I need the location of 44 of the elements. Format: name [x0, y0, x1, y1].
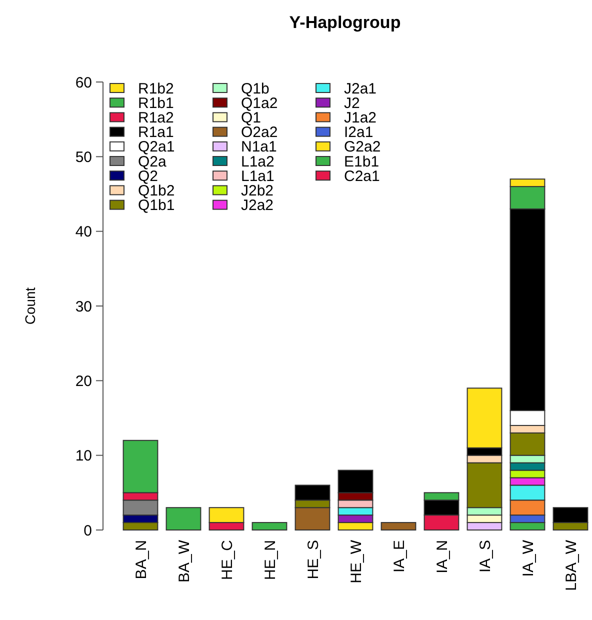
- y-tick-label: 0: [84, 522, 92, 540]
- legend-label: R1a2: [138, 109, 174, 126]
- chart-title: Y-Haplogroup: [289, 13, 401, 32]
- legend-label: J2a2: [241, 197, 274, 214]
- legend-label: N1a1: [241, 138, 277, 156]
- legend-label: R1a1: [138, 124, 174, 142]
- bar: [166, 507, 202, 530]
- x-tick-label: HE_W: [348, 539, 365, 584]
- x-tick-label: IA_S: [476, 540, 494, 573]
- y-tick-label: 60: [75, 74, 92, 92]
- x-tick-label: HE_N: [262, 540, 279, 580]
- x-tick-label: HE_C: [218, 540, 236, 580]
- legend-label: R1b1: [138, 94, 174, 112]
- legend-label: E1b1: [344, 153, 380, 170]
- legend-label: G2a2: [344, 138, 381, 156]
- legend-label: Q1b: [241, 80, 270, 98]
- y-axis-title: Count: [22, 287, 38, 325]
- legend-label: I2a1: [344, 124, 374, 142]
- x-tick-label: HE_S: [304, 540, 322, 580]
- x-tick-label: BA_W: [176, 539, 193, 583]
- legend-label: J2: [344, 94, 360, 112]
- y-tick-label: 10: [75, 448, 92, 465]
- y-tick-label: 20: [75, 372, 92, 390]
- x-tick-label: BA_N: [132, 540, 150, 580]
- legend-label: J2a1: [344, 80, 377, 98]
- legend-label: O2a2: [241, 124, 278, 142]
- bar: [380, 522, 416, 530]
- legend-label: Q2a: [138, 153, 168, 170]
- legend-label: R1b2: [138, 80, 174, 98]
- x-tick-label: IA_N: [434, 540, 451, 574]
- y-tick-label: 40: [75, 224, 92, 241]
- legend-label: Q2a1: [138, 138, 175, 156]
- legend-label: C2a1: [344, 168, 380, 185]
- legend-label: J2b2: [241, 182, 274, 200]
- legend-label: Q1b1: [138, 197, 175, 214]
- x-tick-label: IA_W: [520, 539, 537, 577]
- x-tick-label: IA_E: [390, 540, 408, 573]
- x-tick-label: LBA_W: [562, 539, 580, 591]
- y-tick-label: 30: [75, 298, 92, 316]
- legend-label: L1a2: [241, 153, 274, 170]
- legend-label: L1a1: [241, 168, 274, 185]
- bar: [252, 522, 288, 530]
- legend-label: J1a2: [344, 109, 377, 126]
- y-tick-label: 50: [75, 148, 92, 166]
